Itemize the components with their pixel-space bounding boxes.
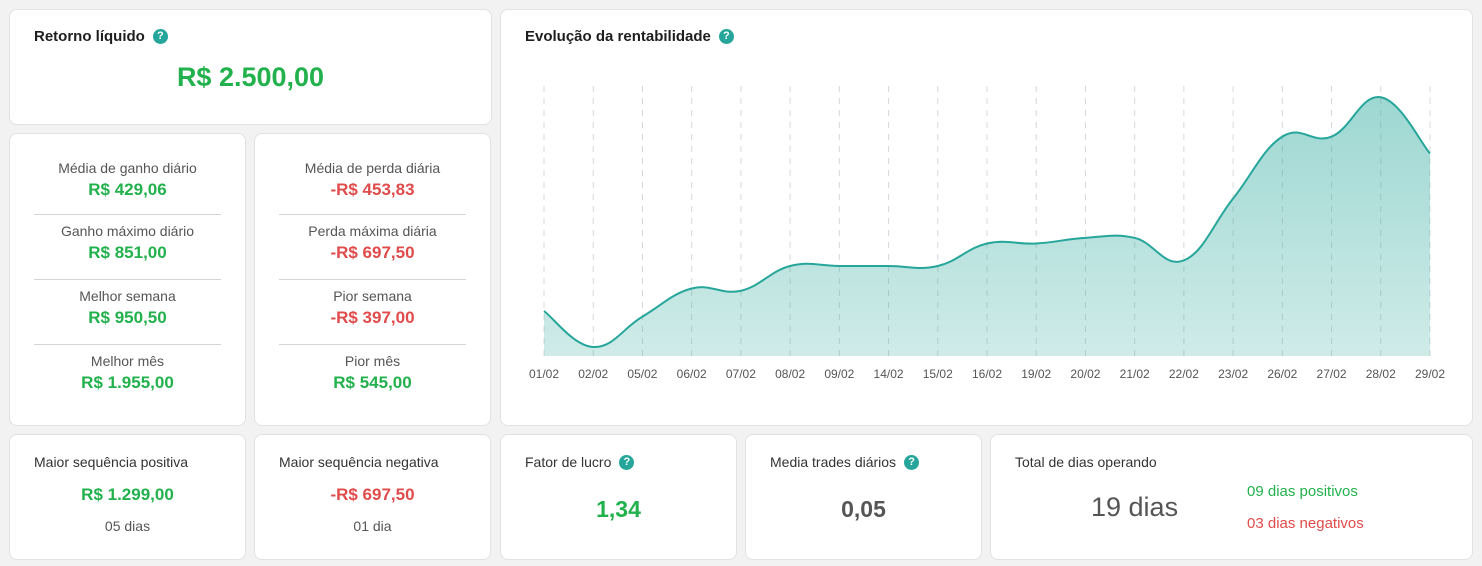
x-tick-label: 29/02	[1415, 367, 1445, 381]
x-tick-label: 08/02	[775, 367, 805, 381]
x-tick-label: 27/02	[1317, 367, 1347, 381]
data-point[interactable]	[883, 260, 895, 272]
stat-item: Pior mês R$ 545,00	[279, 345, 466, 410]
area-chart[interactable]: 01/02 02/02 05/02 06/02 07/02 08/02 09/02 14/02…	[501, 10, 1472, 425]
data-point[interactable]	[1375, 91, 1387, 103]
data-point[interactable]	[1079, 232, 1091, 244]
stat-label: Pior semana	[333, 288, 412, 304]
stat-item: Melhor semana R$ 950,50	[34, 280, 221, 345]
stat-value: -R$ 453,83	[330, 180, 415, 199]
x-tick-label: 20/02	[1070, 367, 1100, 381]
net-return-value: R$ 2.500,00	[176, 62, 325, 92]
negative-streak-value: -R$ 697,50	[330, 485, 415, 504]
gains-stats-card: Média de ganho diário R$ 429,06 Ganho má…	[9, 133, 246, 426]
net-return-card: Retorno líquido ? R$ 2.500,00	[9, 9, 492, 125]
stat-value: -R$ 697,50	[330, 243, 415, 262]
x-tick-label: 01/02	[529, 367, 559, 381]
total-days-card: Total de dias operando 19 dias 09 dias p…	[990, 434, 1473, 560]
data-point[interactable]	[932, 260, 944, 272]
net-return-title: Retorno líquido	[34, 28, 145, 45]
stat-label: Melhor mês	[90, 353, 165, 369]
stat-item: Ganho máximo diário R$ 851,00	[34, 215, 221, 280]
x-tick-label: 15/02	[923, 367, 953, 381]
positive-streak-card: Maior sequência positiva R$ 1.299,00 05 …	[9, 434, 246, 560]
daily-trades-card: Media trades diários ? 0,05	[745, 434, 982, 560]
negative-days: 03 dias negativos	[1247, 515, 1364, 532]
x-tick-label: 19/02	[1021, 367, 1051, 381]
stat-item: Melhor mês R$ 1.955,00	[34, 345, 221, 410]
stat-value: R$ 429,06	[88, 180, 167, 199]
losses-stats-card: Média de perda diária -R$ 453,83 Perda m…	[254, 133, 491, 426]
stat-item: Média de ganho diário R$ 429,06	[34, 152, 221, 215]
profit-factor-title: Fator de lucro	[525, 454, 612, 470]
daily-trades-title: Media trades diários	[770, 454, 897, 470]
stat-item: Média de perda diária -R$ 453,83	[279, 152, 466, 215]
stat-label: Média de perda diária	[304, 160, 441, 176]
x-tick-label: 26/02	[1267, 367, 1297, 381]
total-days-value: 19 dias	[1091, 492, 1179, 522]
data-point[interactable]	[981, 238, 993, 250]
profit-factor-value: 1,34	[596, 496, 641, 522]
x-tick-label: 28/02	[1366, 367, 1396, 381]
negative-streak-days: 01 dia	[353, 518, 392, 534]
positive-days: 09 dias positivos	[1247, 483, 1358, 500]
x-tick-label: 14/02	[874, 367, 904, 381]
help-icon[interactable]: ?	[619, 454, 635, 470]
stat-value: R$ 545,00	[333, 373, 412, 392]
x-tick-label: 05/02	[627, 367, 657, 381]
data-point[interactable]	[735, 285, 747, 297]
net-return-title-row: Retorno líquido ?	[34, 28, 168, 45]
data-point[interactable]	[1178, 254, 1190, 266]
series-line	[543, 96, 1431, 349]
data-point[interactable]	[538, 305, 550, 317]
x-tick-label: 23/02	[1218, 367, 1248, 381]
help-icon[interactable]: ?	[718, 29, 734, 44]
x-tick-label: 22/02	[1169, 367, 1199, 381]
positive-streak-value: R$ 1.299,00	[81, 485, 174, 504]
help-icon[interactable]: ?	[904, 454, 920, 470]
stat-value: R$ 950,50	[88, 308, 167, 327]
data-point[interactable]	[1227, 193, 1239, 205]
x-tick-label: 16/02	[972, 367, 1002, 381]
stat-value: -R$ 397,00	[330, 308, 415, 327]
help-icon[interactable]: ?	[152, 29, 168, 44]
stat-label: Perda máxima diária	[308, 223, 437, 239]
stat-label: Melhor semana	[79, 288, 176, 304]
negative-streak-title: Maior sequência negativa	[279, 454, 439, 470]
data-point[interactable]	[784, 260, 796, 272]
stat-label: Média de ganho diário	[58, 160, 197, 176]
stat-item: Perda máxima diária -R$ 697,50	[279, 215, 466, 280]
chart-title: Evolução da rentabilidade	[525, 28, 711, 45]
total-days-title: Total de dias operando	[1015, 454, 1157, 470]
positive-streak-title: Maior sequência positiva	[34, 454, 189, 470]
data-point[interactable]	[587, 341, 599, 353]
stat-value: R$ 851,00	[88, 243, 167, 262]
stat-item: Pior semana -R$ 397,00	[279, 280, 466, 345]
negative-streak-card: Maior sequência negativa -R$ 697,50 01 d…	[254, 434, 491, 560]
profitability-chart-card: Evolução da rentabilidade ? 01/02 02/02 05…	[500, 9, 1473, 426]
data-point[interactable]	[1276, 131, 1288, 143]
positive-streak-days: 05 dias	[104, 518, 151, 534]
x-tick-label: 02/02	[578, 367, 608, 381]
profit-factor-title-row: Fator de lucro ?	[525, 454, 635, 470]
data-point[interactable]	[1424, 148, 1436, 160]
x-tick-label: 09/02	[824, 367, 854, 381]
data-point[interactable]	[1326, 131, 1338, 143]
daily-trades-title-row: Media trades diários ?	[770, 454, 920, 470]
x-tick-label: 07/02	[726, 367, 756, 381]
stat-value: R$ 1.955,00	[81, 373, 174, 392]
chart-title-row: Evolução da rentabilidade ?	[525, 28, 734, 45]
x-tick-label: 21/02	[1120, 367, 1150, 381]
area-fill	[544, 97, 1430, 357]
stat-label: Pior mês	[344, 353, 401, 369]
x-tick-label: 06/02	[677, 367, 707, 381]
data-point[interactable]	[686, 283, 698, 295]
data-point[interactable]	[1129, 232, 1141, 244]
data-point[interactable]	[1030, 238, 1042, 250]
data-point[interactable]	[636, 311, 648, 323]
stat-label: Ganho máximo diário	[60, 223, 195, 239]
profit-factor-card: Fator de lucro ? 1,34	[500, 434, 737, 560]
data-point[interactable]	[833, 260, 845, 272]
daily-trades-value: 0,05	[841, 496, 886, 522]
